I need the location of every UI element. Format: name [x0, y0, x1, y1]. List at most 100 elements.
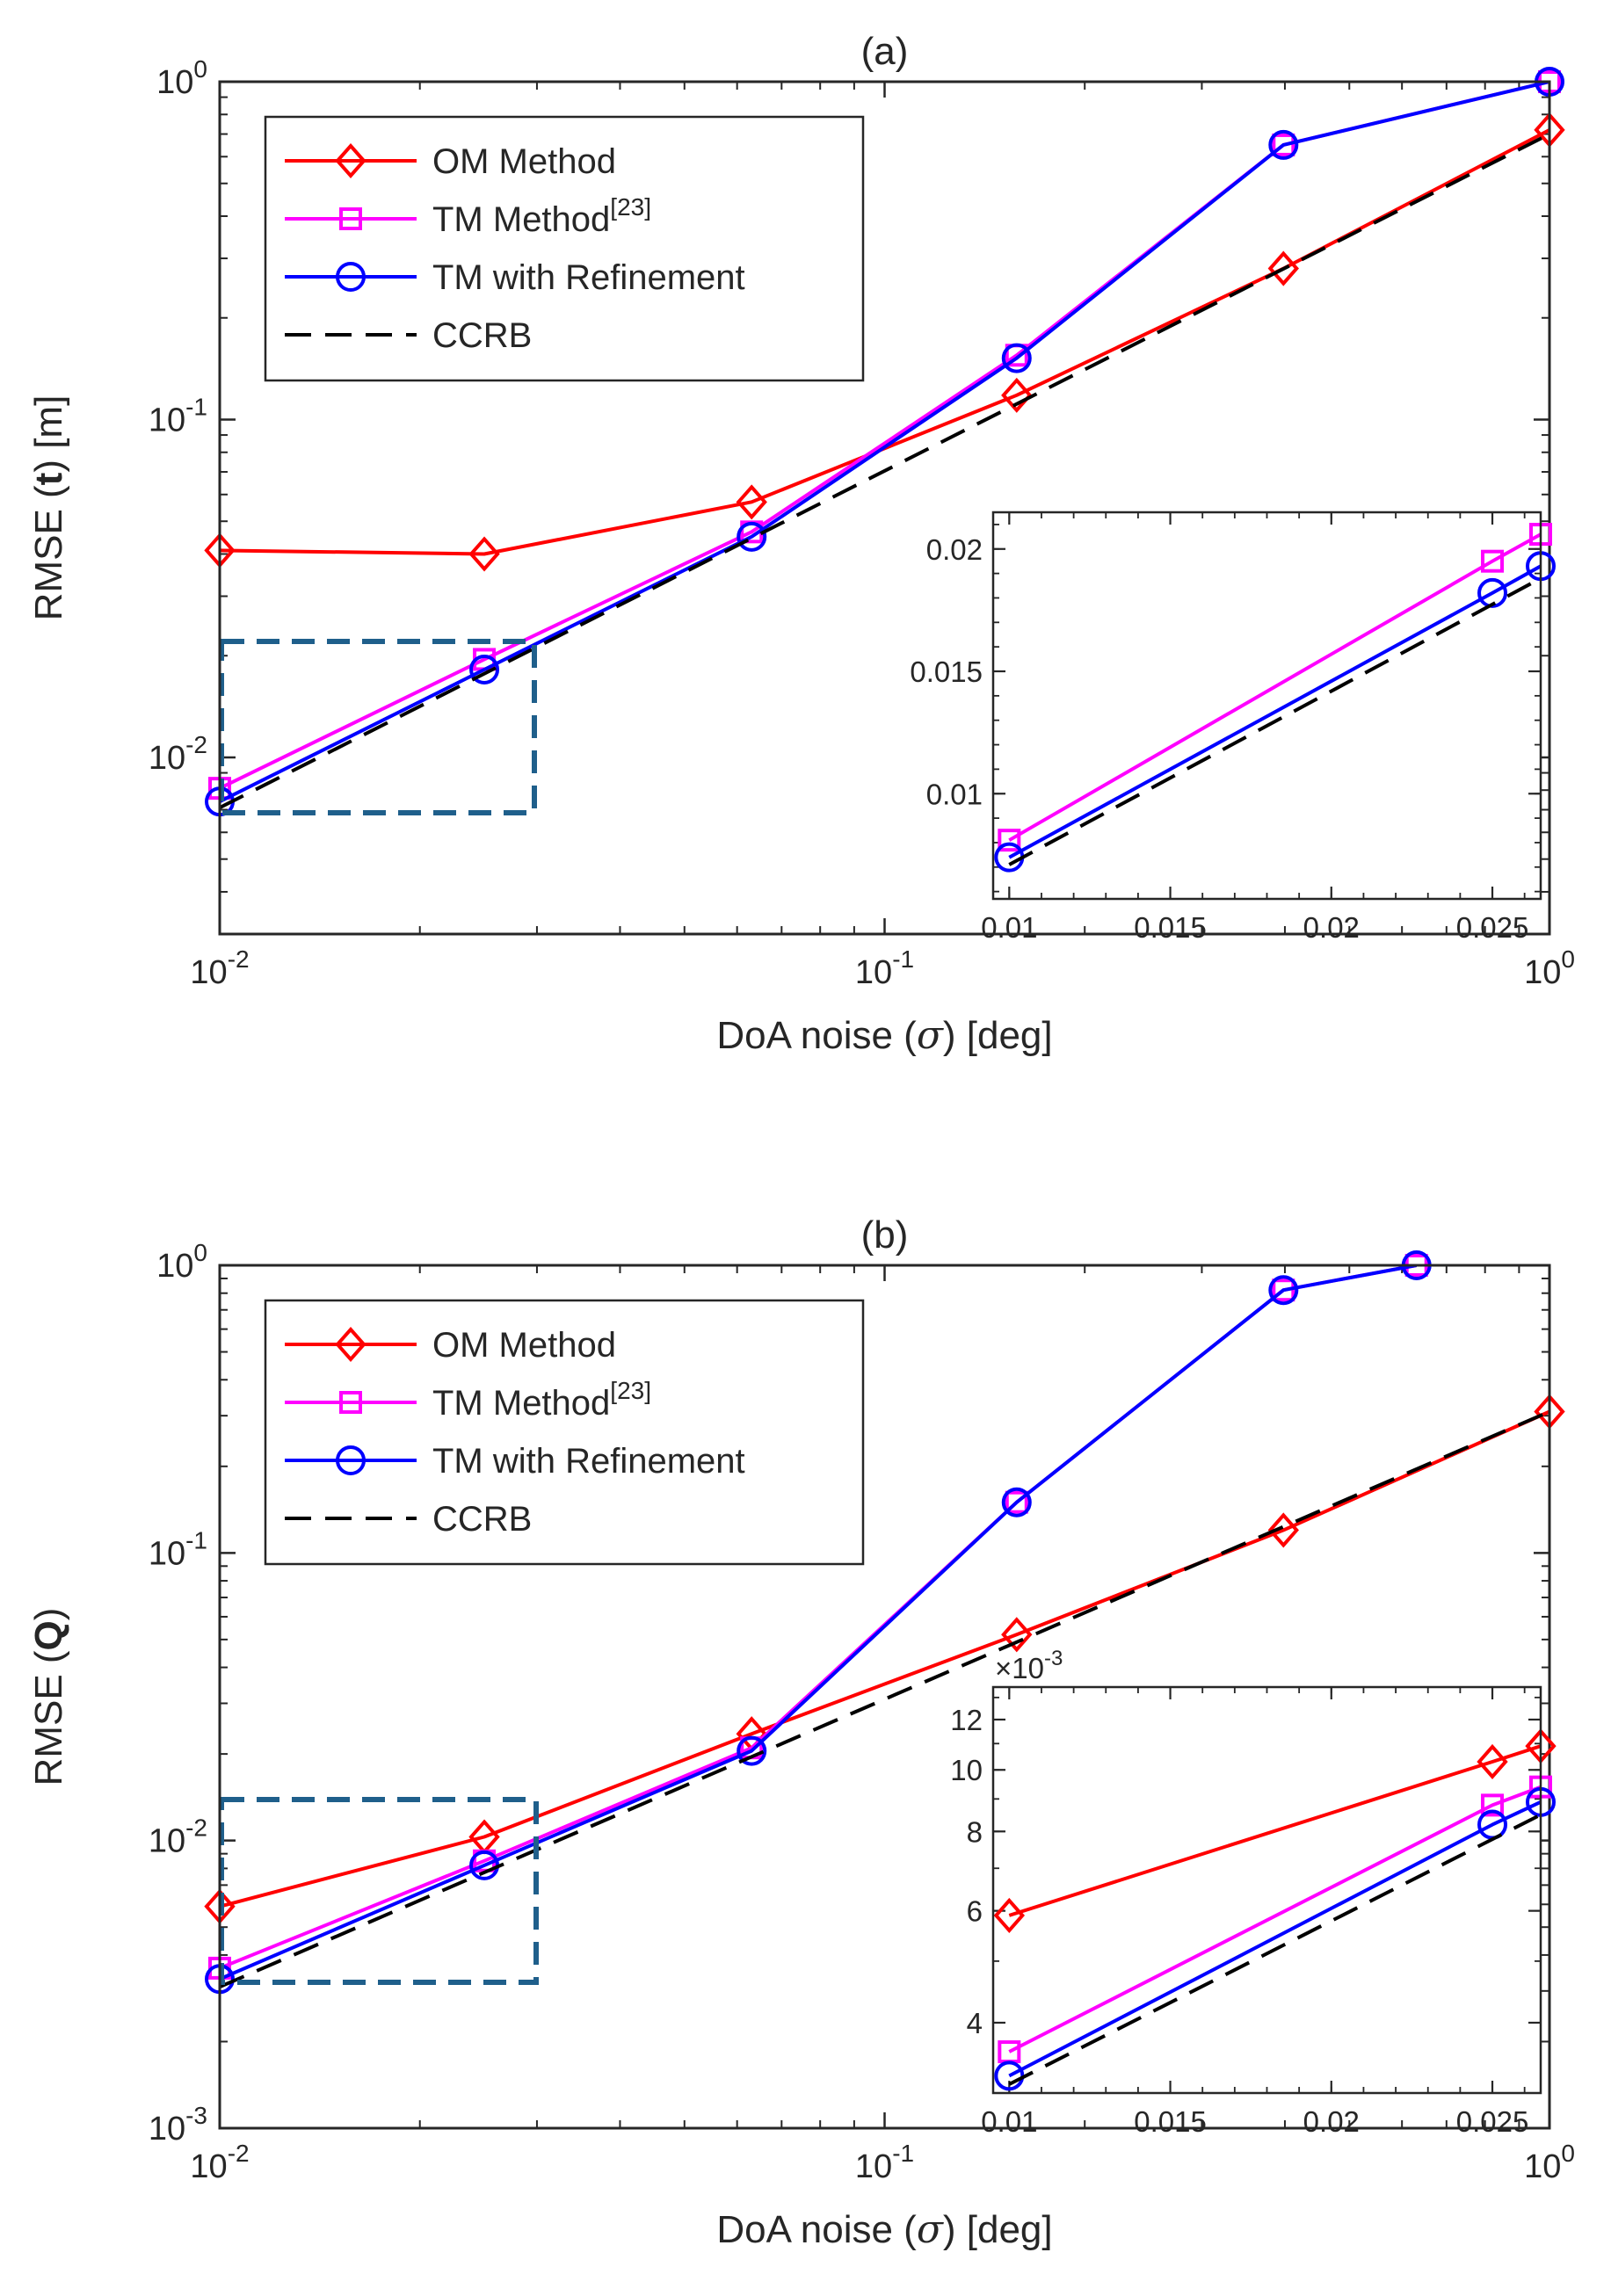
tick-base: 10: [156, 64, 193, 101]
tick-exponent: -2: [228, 2140, 250, 2167]
inset-frame: [991, 511, 1542, 901]
tick-base: 10: [149, 1535, 185, 1572]
series-om-method-line: [220, 1409, 1549, 1909]
inset-series-tm-method-marker: [1481, 1793, 1505, 1817]
x-tick-label: 10-2: [190, 945, 249, 991]
series-om-method-marker: [1267, 1512, 1299, 1548]
inset-y-tick-label: 10: [950, 1754, 983, 1786]
inset-series-ccrb-line: [1008, 576, 1541, 866]
series-tm-with-refinement-marker: [737, 521, 767, 552]
series-tm-with-refinement-line: [220, 82, 1549, 803]
x-axis-title: DoA noise (σ) [deg]: [716, 2207, 1052, 2252]
x-tick-label: 10-2: [190, 2140, 249, 2185]
inset-series-tm-method-line: [1008, 1785, 1541, 2053]
inset-x-tick-label: 0.025: [1456, 2105, 1529, 2138]
panel-title: (b): [861, 1213, 909, 1257]
tick-exponent: -2: [185, 731, 207, 758]
x-title-part: ) [deg]: [943, 1014, 1053, 1057]
y-title-part: ) [m]: [27, 395, 70, 473]
legend-superscript: [23]: [610, 1377, 651, 1404]
series-om-method-marker: [1001, 377, 1033, 413]
series-om-method-marker: [736, 484, 767, 520]
x-tick-label: 100: [1524, 2140, 1575, 2185]
y-axis-title: RMSE (t) [m]: [27, 395, 70, 621]
x-title-sigma: σ: [917, 1013, 945, 1058]
legend-superscript: [23]: [610, 193, 651, 221]
legend-name: TM with Refinement: [432, 258, 745, 297]
series-tm-method-marker: [1272, 133, 1295, 156]
tick-base: 10: [149, 1823, 185, 1860]
inset-x-tick-label: 0.02: [1303, 911, 1360, 944]
panel-title: (a): [861, 30, 909, 73]
axes-frame: [218, 80, 1551, 936]
legend-marker: [339, 207, 362, 230]
tick-exponent: -1: [892, 2140, 914, 2167]
inset-series-tm-with-refinement-line: [1008, 1800, 1541, 2078]
inset-x-tick-label: 0.01: [981, 2105, 1037, 2138]
legend-label: TM Method[23]: [432, 193, 651, 239]
legend-name: CCRB: [432, 316, 532, 355]
legend: OM Method TM Method[23] TM with Refinement…: [264, 115, 865, 382]
series-tm-method-marker: [1005, 1490, 1028, 1514]
series-tm-with-refinement-marker: [737, 1735, 767, 1766]
x-title-part: ) [deg]: [943, 2208, 1053, 2251]
inset-background: [993, 512, 1541, 899]
inset-x-tick-label: 0.015: [1134, 911, 1207, 944]
inset-y-tick-label: 4: [967, 2007, 983, 2039]
y-tick-label: 100: [156, 1239, 207, 1285]
legend-name: TM Method: [432, 200, 610, 239]
legend-label: TM with Refinement: [432, 1442, 745, 1481]
inset-series-tm-method-marker: [998, 829, 1021, 852]
inset-series-om-method-marker: [1477, 1743, 1508, 1779]
y-tick-label: 10-3: [149, 2102, 207, 2148]
series-tm-with-refinement-marker: [1268, 129, 1299, 160]
legend-label: TM with Refinement: [432, 258, 745, 297]
y-title-bold: t: [27, 472, 70, 485]
inset-series-tm-with-refinement-line: [1008, 564, 1541, 859]
series-ccrb-line: [220, 132, 1549, 809]
tick-exponent: -1: [892, 945, 914, 973]
tick-exponent: -3: [185, 2102, 207, 2129]
axes-frame: [218, 1264, 1551, 2130]
tick-exponent: -2: [228, 945, 250, 973]
inset-y-tick-label: 12: [950, 1704, 983, 1736]
inset-background: [993, 1687, 1541, 2093]
series-om-method-marker: [1267, 250, 1299, 286]
legend-marker: [336, 1445, 366, 1475]
multiplier-exponent: -3: [1044, 1647, 1063, 1670]
inset-series-om-method-line: [1008, 1744, 1541, 1917]
series-tm-with-refinement-marker: [1001, 343, 1032, 373]
inset-series-om-method-marker: [993, 1897, 1025, 1933]
series-tm-with-refinement-line: [220, 1265, 1418, 1981]
y-title-part: RMSE (: [27, 485, 70, 620]
inset-y-tick-label: 0.02: [926, 533, 983, 566]
legend-name: OM Method: [432, 142, 616, 181]
series-tm-with-refinement-marker: [469, 654, 500, 684]
inset-series-tm-method-marker: [1481, 549, 1505, 573]
tick-base: 10: [1524, 2148, 1561, 2185]
series-tm-method-marker: [1272, 1278, 1295, 1302]
legend-label: CCRB: [432, 1500, 532, 1539]
legend-marker: [339, 1391, 362, 1414]
tick-base: 10: [149, 402, 185, 438]
legend-name: OM Method: [432, 1326, 616, 1365]
legend-label: TM Method[23]: [432, 1377, 651, 1423]
inset-y-tick-label: 0.015: [910, 655, 983, 688]
legend-name: TM with Refinement: [432, 1442, 745, 1481]
y-tick-label: 10-2: [149, 731, 207, 777]
tick-exponent: -1: [185, 393, 207, 420]
multiplier-base: ×10: [995, 1652, 1044, 1684]
tick-base: 10: [855, 954, 892, 991]
tick-base: 10: [190, 954, 227, 991]
series-tm-with-refinement-marker: [1268, 1275, 1299, 1306]
tick-base: 10: [156, 1248, 193, 1285]
tick-exponent: 0: [193, 55, 207, 83]
legend-marker: [335, 142, 366, 179]
y-title-part: RMSE (: [27, 1650, 70, 1785]
inset-x-tick-label: 0.02: [1303, 2105, 1360, 2138]
inset-y-tick-label: 6: [967, 1895, 983, 1928]
legend-marker: [335, 1326, 366, 1363]
y-tick-label: 10-2: [149, 1814, 207, 1860]
inset-multiplier: ×10-3: [995, 1647, 1063, 1684]
